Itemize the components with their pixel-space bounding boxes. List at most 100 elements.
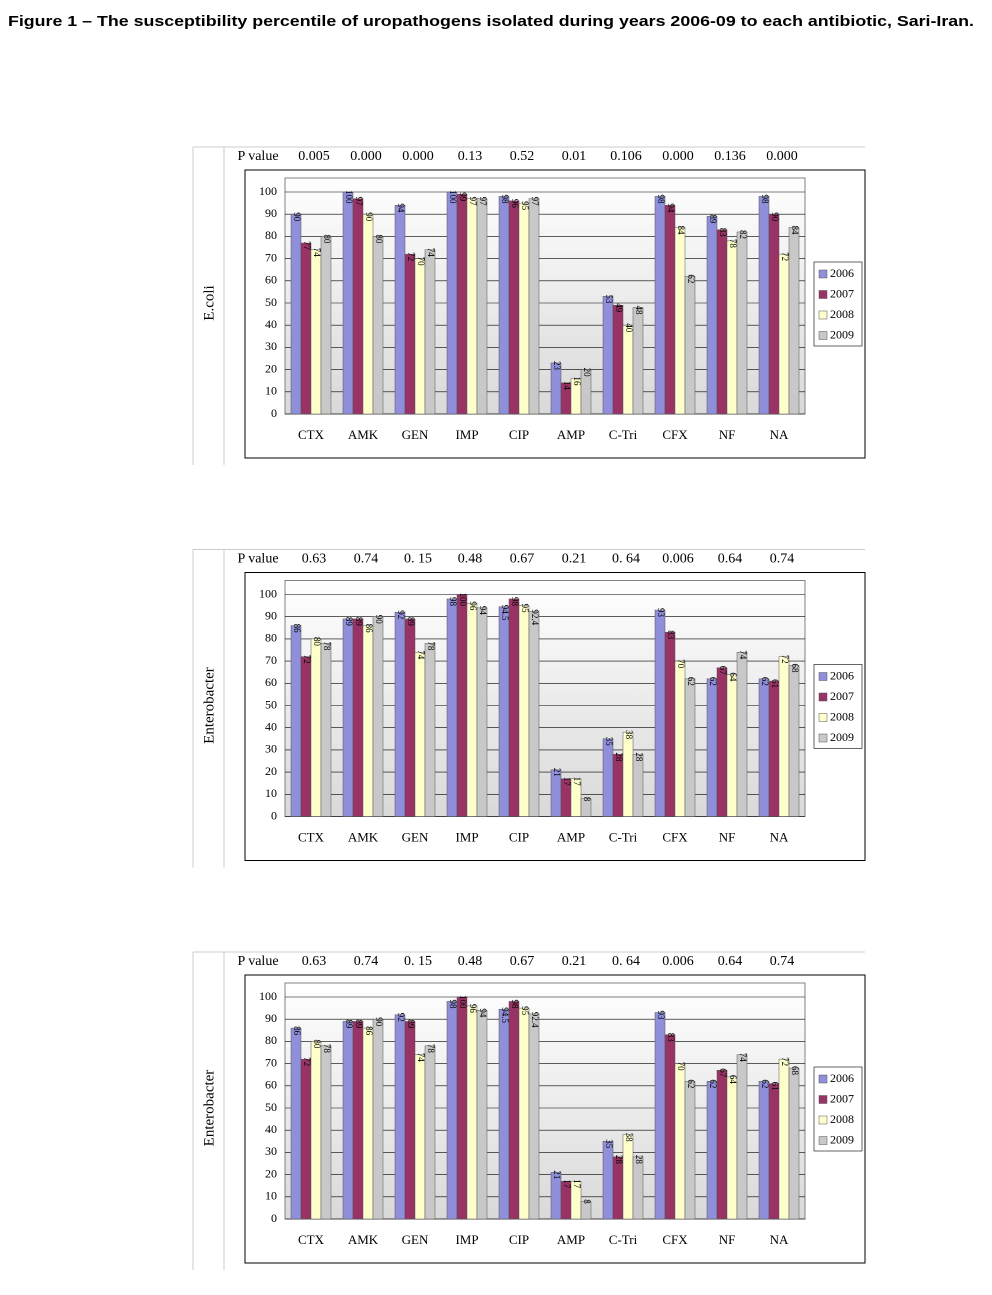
bar	[654, 609, 666, 817]
y-tick-label: 90	[265, 1011, 277, 1025]
y-axis-label: Enterobacter	[201, 667, 217, 744]
x-tick-label: CTX	[298, 829, 325, 844]
value-label: 68	[790, 664, 800, 674]
x-tick-label: C-Tri	[609, 829, 638, 844]
p-value: 0. 64	[612, 954, 640, 969]
bar	[622, 1134, 634, 1220]
value-label: 8	[582, 1199, 592, 1204]
value-label: 62	[760, 677, 770, 686]
value-label: 84	[790, 226, 800, 236]
p-value: 0.74	[770, 552, 795, 567]
bar	[570, 1181, 582, 1220]
value-label: 95	[520, 201, 530, 211]
bar	[788, 227, 800, 415]
bar	[684, 1081, 696, 1220]
p-value: 0.000	[350, 149, 382, 164]
bar	[508, 598, 520, 817]
value-label: 72	[780, 252, 790, 261]
bar	[300, 656, 312, 817]
value-label: 74	[312, 248, 322, 258]
legend-swatch	[818, 713, 828, 722]
legend-swatch	[818, 331, 828, 340]
value-label: 78	[426, 1044, 436, 1054]
value-label: 94	[478, 1008, 488, 1018]
y-tick-label: 80	[265, 631, 277, 645]
bar	[352, 618, 364, 817]
bar	[580, 1200, 592, 1220]
value-label: 90	[770, 212, 780, 222]
value-label: 23	[552, 361, 562, 371]
bar	[736, 651, 748, 817]
value-label: 62	[708, 677, 718, 686]
bar	[768, 213, 780, 415]
value-label: 78	[322, 641, 332, 651]
bar	[320, 643, 332, 817]
bar	[404, 1021, 416, 1220]
p-value: 0.74	[354, 552, 379, 567]
y-tick-label: 0	[271, 808, 277, 822]
value-label: 98	[448, 597, 458, 607]
bar	[716, 667, 728, 817]
bar	[466, 198, 478, 415]
legend-swatch	[818, 290, 828, 299]
bar	[476, 607, 488, 817]
bar	[716, 1070, 728, 1220]
value-label: 38	[624, 1133, 634, 1143]
value-label: 86	[292, 1026, 302, 1036]
bar	[632, 754, 644, 817]
bar	[664, 205, 676, 415]
x-tick-label: AMK	[348, 829, 379, 844]
value-label: 86	[292, 624, 302, 634]
bar	[508, 200, 520, 415]
value-label: 89	[344, 617, 354, 627]
bar	[632, 1156, 644, 1220]
bar	[498, 606, 510, 817]
value-label: 17	[572, 1179, 582, 1189]
y-tick-label: 100	[259, 989, 277, 1003]
value-label: 95	[520, 1006, 530, 1016]
p-value: 0.21	[562, 552, 587, 567]
x-tick-label: C-Tri	[609, 1232, 638, 1247]
bar	[632, 307, 644, 415]
legend-swatch	[818, 1074, 828, 1084]
value-label: 78	[322, 1044, 332, 1054]
bar	[528, 611, 540, 817]
bar	[310, 638, 322, 817]
y-tick-label: 50	[265, 1100, 277, 1114]
value-label: 98	[510, 597, 520, 607]
x-tick-label: IMP	[455, 1232, 478, 1247]
value-label: 90	[292, 212, 302, 222]
bar	[290, 625, 302, 817]
p-value: 0.64	[718, 954, 743, 969]
x-tick-label: GEN	[402, 1232, 429, 1247]
y-tick-label: 0	[271, 1211, 277, 1225]
value-label: 97	[478, 197, 488, 207]
bar	[580, 369, 592, 415]
legend-swatch	[818, 1136, 828, 1145]
x-tick-label: NF	[719, 1232, 736, 1247]
value-label: 20	[582, 368, 592, 378]
value-label: 28	[614, 752, 624, 762]
p-value: 0.01	[562, 149, 587, 164]
bar	[394, 205, 406, 415]
x-tick-label: CIP	[509, 427, 529, 442]
value-label: 21	[552, 768, 562, 777]
value-label: 49	[614, 303, 624, 313]
y-tick-label: 70	[265, 653, 277, 667]
value-label: 89	[406, 1019, 416, 1028]
value-label: 83	[666, 1033, 676, 1043]
bar	[612, 304, 624, 415]
bar	[320, 1045, 332, 1220]
bar	[706, 216, 718, 415]
value-label: 68	[790, 1066, 800, 1076]
value-label: 61	[770, 679, 780, 688]
bar	[726, 674, 738, 817]
bar	[456, 193, 468, 415]
bar	[726, 1076, 738, 1220]
value-label: 83	[666, 630, 676, 640]
value-label: 16	[572, 376, 582, 386]
y-tick-label: 100	[259, 184, 277, 198]
value-label: 93	[656, 1011, 666, 1021]
p-value: 0.74	[770, 954, 795, 969]
legend-label: 2007	[830, 1091, 854, 1105]
